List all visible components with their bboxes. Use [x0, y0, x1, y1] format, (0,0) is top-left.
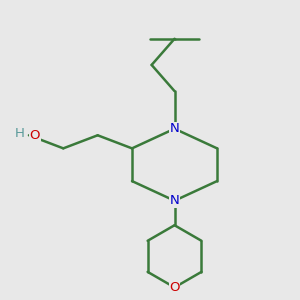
- Text: O: O: [30, 129, 40, 142]
- Text: N: N: [170, 122, 179, 135]
- Text: O: O: [169, 281, 180, 294]
- Text: N: N: [170, 194, 179, 207]
- Text: H: H: [15, 127, 25, 140]
